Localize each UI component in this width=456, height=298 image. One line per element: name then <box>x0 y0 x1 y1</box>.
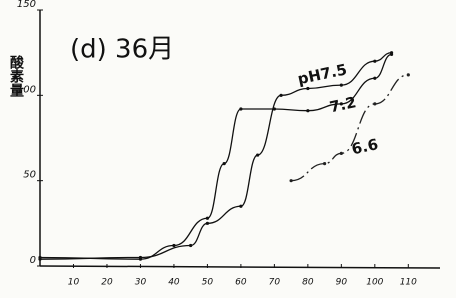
point <box>223 162 226 165</box>
x-tick-label: 70 <box>269 278 281 288</box>
point <box>189 244 192 247</box>
line <box>40 53 392 260</box>
y-tick-label: 100 <box>17 84 36 95</box>
point <box>239 107 242 110</box>
point <box>407 73 410 76</box>
x-tick-label: 20 <box>101 278 113 288</box>
y-tick-label: 0 <box>30 255 36 266</box>
series-label: 7.2 <box>328 93 358 116</box>
point <box>239 205 242 208</box>
y-tick-label: 150 <box>17 0 36 10</box>
point <box>206 222 209 225</box>
point <box>373 60 376 63</box>
x-tick-label: 10 <box>68 278 80 288</box>
point <box>306 87 309 90</box>
point <box>139 258 142 261</box>
point <box>279 94 282 97</box>
point <box>206 217 209 220</box>
x-tick-label: 60 <box>235 278 247 288</box>
x-tick-label: 110 <box>400 278 417 288</box>
point <box>306 109 309 112</box>
point <box>172 244 175 247</box>
y-tick-label: 50 <box>23 170 36 181</box>
point <box>38 256 41 259</box>
line <box>291 75 408 181</box>
x-axis <box>40 266 440 268</box>
x-tick-label: 50 <box>202 278 214 288</box>
point <box>323 162 326 165</box>
point <box>256 153 259 156</box>
x-tick-label: 30 <box>135 278 147 288</box>
x-tick-label: 100 <box>366 278 383 288</box>
point <box>273 107 276 110</box>
x-tick-label: 80 <box>302 278 314 288</box>
point <box>390 53 393 56</box>
chart-title: (d) 36月 <box>70 35 174 65</box>
point <box>373 77 376 80</box>
point <box>340 83 343 86</box>
x-tick-label: 90 <box>336 278 348 288</box>
point <box>340 152 343 155</box>
point <box>290 179 293 182</box>
point <box>373 102 376 105</box>
chart: (d) 36月 酸素量 1020304050607080901001100501… <box>0 0 456 298</box>
x-tick-label: 40 <box>168 278 180 288</box>
